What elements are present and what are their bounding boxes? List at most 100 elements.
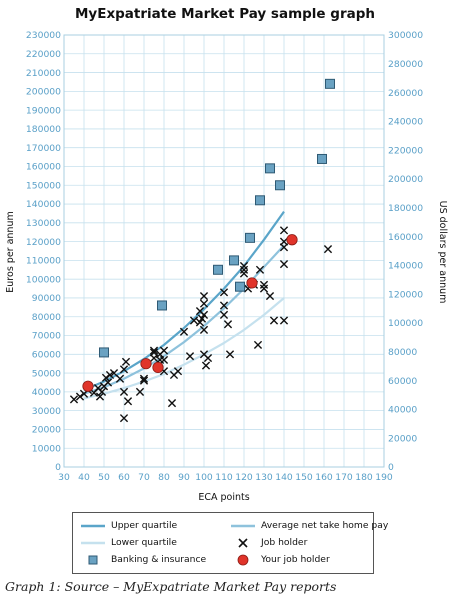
legend-label: Lower quartile (111, 537, 177, 548)
job-holder-point (185, 352, 195, 361)
job-holder-point (279, 260, 289, 269)
banking-insurance-point (229, 255, 239, 266)
job-holder-point (239, 261, 249, 271)
y-tick-label: 20000 (32, 425, 61, 436)
upper-quartile-line-icon (81, 524, 105, 528)
x-tick-label: 190 (375, 472, 393, 483)
legend-label: Upper quartile (111, 520, 178, 531)
job-holder-point (279, 226, 289, 235)
job-holder-point (139, 376, 149, 385)
figure-caption: Graph 1: Source – MyExpatriate Market Pa… (5, 579, 337, 594)
y-tick-label: 100000 (26, 274, 61, 285)
y-tick-label: 230000 (26, 30, 61, 41)
legend-label: Average net take home pay (261, 520, 389, 531)
red-circle-marker-icon (237, 554, 249, 566)
y2-tick-label: 180000 (388, 203, 423, 214)
banking-insurance-point (213, 264, 223, 275)
job-holder-point (323, 245, 333, 254)
job-holder-point (119, 387, 129, 396)
y-tick-label: 210000 (26, 68, 61, 79)
legend: Upper quartile Average net take home pay… (72, 512, 388, 574)
x-tick-label: 110 (215, 472, 233, 483)
average-line-icon (231, 524, 255, 528)
y-axis-title: Euros per annum (5, 211, 16, 292)
y-tick-label: 220000 (26, 49, 61, 60)
job-holder-point (219, 288, 229, 297)
banking-insurance-point (317, 153, 327, 164)
job-holder-point (75, 392, 85, 401)
x-tick-label: 180 (355, 472, 373, 483)
y2-tick-label: 260000 (388, 88, 423, 99)
x-tick-label: 50 (98, 472, 110, 483)
y-tick-label: 80000 (32, 312, 61, 323)
x-tick-label: 80 (158, 472, 170, 483)
y-tick-label: 50000 (32, 368, 61, 379)
lower-quartile-line (83, 297, 285, 400)
job-holder-point (219, 310, 229, 319)
your-job-holder-point (246, 277, 258, 289)
x-axis-title: ECA points (198, 492, 249, 503)
chart-plot: 30 40 50 60 70 80 90 100 110 120 130 140 150 160 170 18… (5, 30, 448, 503)
job-holder-point (121, 357, 131, 366)
x-tick-label: 40 (78, 472, 90, 483)
job-holder-point (179, 327, 189, 336)
y2-tick-label: 220000 (388, 145, 423, 156)
job-holder-point (189, 316, 199, 325)
job-holder-point (69, 395, 79, 404)
job-holder-point (159, 346, 169, 355)
y2-tick-label: 240000 (388, 117, 423, 128)
banking-insurance-point (157, 300, 167, 311)
y2-tick-label: 0 (388, 462, 394, 473)
job-holder-point (201, 361, 211, 370)
banking-insurance-point (99, 347, 109, 358)
y2-tick-label: 280000 (388, 59, 423, 70)
y-tick-label: 90000 (32, 293, 61, 304)
job-holder-point (135, 387, 145, 396)
y-tick-label: 140000 (26, 199, 61, 210)
x-tick-label: 140 (275, 472, 293, 483)
job-holder-point (103, 378, 113, 387)
banking-insurance-point (265, 163, 275, 174)
y2-tick-label: 80000 (388, 347, 417, 358)
lower-quartile-line-icon (81, 541, 105, 545)
y2-tick-label: 160000 (388, 232, 423, 243)
job-holder-point (123, 397, 133, 406)
x-tick-label: 70 (138, 472, 150, 483)
job-holder-point (265, 291, 275, 301)
y-tick-label: 160000 (26, 162, 61, 173)
job-holder-point (279, 243, 289, 252)
y2-tick-label: 200000 (388, 174, 423, 185)
banking-insurance-point (325, 78, 335, 89)
y-tick-label: 0 (55, 462, 61, 473)
y-tick-label: 30000 (32, 406, 61, 417)
job-holder-point (173, 367, 183, 376)
y-tick-label: 150000 (26, 180, 61, 191)
chart-title: MyExpatriate Market Pay sample graph (74, 6, 375, 22)
your-job-holder-point (82, 380, 94, 392)
job-holder-point (255, 265, 265, 274)
y-tick-label: 60000 (32, 350, 61, 361)
job-holder-point (115, 374, 125, 383)
legend-label: Job holder (261, 537, 308, 548)
job-holder-point (279, 316, 289, 325)
job-holder-point (95, 392, 105, 401)
your-job-holder-point (140, 358, 152, 370)
banking-insurance-point (255, 195, 265, 206)
y-tick-label: 110000 (26, 256, 61, 267)
y2-tick-label: 140000 (388, 261, 423, 272)
upper-quartile-line (83, 210, 285, 392)
cross-marker-icon (238, 538, 248, 548)
y2-tick-label: 120000 (388, 289, 423, 300)
x-tick-label: 120 (235, 472, 253, 483)
job-holder-point (253, 340, 263, 350)
y2-axis-title: US dollars per annum (437, 201, 448, 304)
x-tick-label: 160 (315, 472, 333, 483)
y-tick-label: 200000 (26, 87, 61, 98)
x-tick-label: 150 (295, 472, 313, 483)
job-holder-point (269, 316, 279, 325)
y2-tick-label: 100000 (388, 318, 423, 329)
job-holder-point (259, 284, 269, 293)
job-holder-point (239, 265, 249, 274)
job-holder-point (139, 374, 149, 383)
y2-tick-label: 20000 (388, 433, 417, 444)
